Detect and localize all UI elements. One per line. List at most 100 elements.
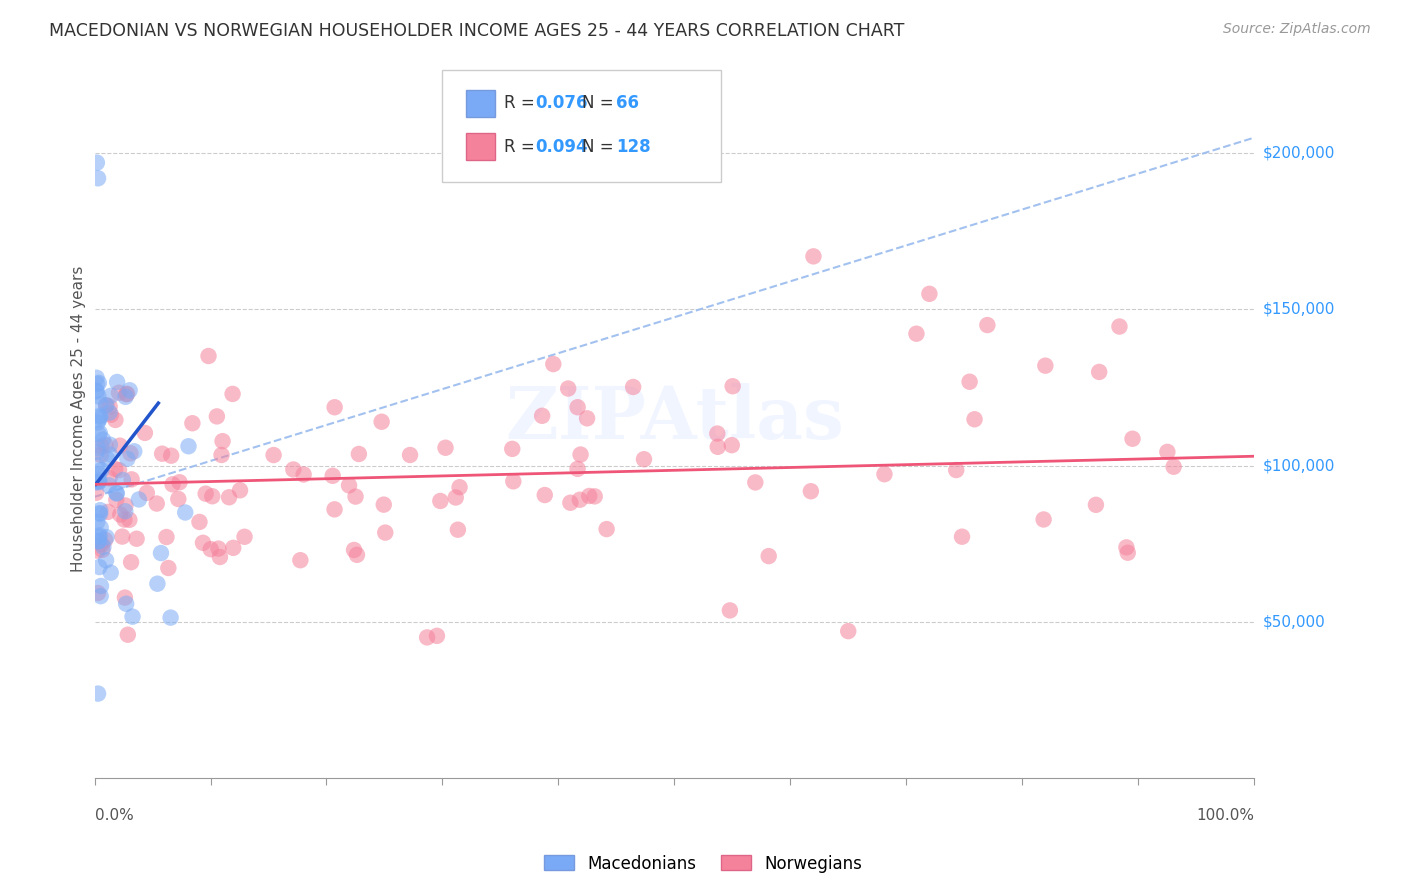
Point xyxy=(114,513,136,527)
Point xyxy=(721,379,744,393)
Point xyxy=(447,523,470,537)
Point xyxy=(323,502,346,516)
Point xyxy=(87,534,110,549)
Point xyxy=(94,533,117,547)
Point xyxy=(128,492,150,507)
Point xyxy=(200,542,222,557)
Point xyxy=(98,438,121,452)
Point xyxy=(117,628,139,642)
Point xyxy=(576,411,599,425)
Point xyxy=(86,445,108,459)
Point xyxy=(211,434,233,449)
Point xyxy=(90,520,112,534)
Point xyxy=(89,474,111,488)
Point xyxy=(283,462,305,476)
Point xyxy=(87,687,110,701)
Point xyxy=(578,489,600,503)
FancyBboxPatch shape xyxy=(465,133,495,161)
Point xyxy=(918,286,941,301)
Point xyxy=(87,442,110,456)
Point xyxy=(115,597,138,611)
Point xyxy=(744,475,766,490)
Point xyxy=(569,448,592,462)
Point xyxy=(89,507,111,521)
Text: $50,000: $50,000 xyxy=(1263,615,1324,629)
Point xyxy=(201,489,224,503)
Point xyxy=(567,401,589,415)
Point xyxy=(370,415,392,429)
Point xyxy=(416,631,439,645)
Point xyxy=(188,515,211,529)
Text: R =: R = xyxy=(503,95,540,112)
Point xyxy=(718,603,741,617)
Text: 0.0%: 0.0% xyxy=(94,808,134,823)
Point xyxy=(905,326,928,341)
Point xyxy=(105,492,128,507)
Point xyxy=(557,382,579,396)
Point xyxy=(621,380,644,394)
Point xyxy=(945,463,967,477)
Point xyxy=(87,171,110,186)
Point xyxy=(1156,445,1178,459)
Point xyxy=(533,488,555,502)
Point xyxy=(94,553,117,567)
Point xyxy=(125,532,148,546)
Text: N =: N = xyxy=(582,137,619,155)
Point xyxy=(1088,365,1111,379)
Point xyxy=(444,491,467,505)
Point xyxy=(87,376,110,390)
Text: ZIPAtlas: ZIPAtlas xyxy=(505,384,844,454)
Point xyxy=(155,530,177,544)
Point xyxy=(160,449,183,463)
Text: R =: R = xyxy=(503,137,540,155)
Point xyxy=(374,525,396,540)
Point xyxy=(118,384,141,398)
Point xyxy=(97,478,120,492)
Text: 128: 128 xyxy=(616,137,651,155)
Point xyxy=(177,439,200,453)
Point xyxy=(803,249,825,263)
FancyBboxPatch shape xyxy=(443,70,721,182)
Point xyxy=(105,486,128,500)
Point xyxy=(347,447,370,461)
Point xyxy=(96,399,118,413)
Text: MACEDONIAN VS NORWEGIAN HOUSEHOLDER INCOME AGES 25 - 44 YEARS CORRELATION CHART: MACEDONIAN VS NORWEGIAN HOUSEHOLDER INCO… xyxy=(49,22,904,40)
Point xyxy=(87,475,110,490)
Point xyxy=(263,448,285,462)
Point xyxy=(86,458,108,472)
Point xyxy=(502,475,524,489)
Point xyxy=(583,489,606,503)
Text: $200,000: $200,000 xyxy=(1263,145,1334,161)
Point xyxy=(98,471,121,485)
Point xyxy=(501,442,523,456)
Point xyxy=(343,543,366,558)
Point xyxy=(115,387,138,401)
Point xyxy=(90,589,112,603)
Point xyxy=(426,629,449,643)
Point xyxy=(595,522,617,536)
Point xyxy=(114,591,136,605)
Text: $100,000: $100,000 xyxy=(1263,458,1334,473)
Point xyxy=(87,416,110,430)
Point xyxy=(543,357,565,371)
Point xyxy=(292,467,315,482)
Point xyxy=(89,528,111,542)
Point xyxy=(86,543,108,558)
Point xyxy=(89,530,111,544)
Point xyxy=(434,441,457,455)
Point xyxy=(108,463,131,477)
Point xyxy=(89,410,111,425)
Point xyxy=(720,438,742,452)
Point xyxy=(96,452,118,467)
Point xyxy=(89,560,111,574)
Point xyxy=(90,448,112,462)
Point xyxy=(218,490,240,504)
Point xyxy=(950,530,973,544)
Point xyxy=(449,480,471,494)
Point xyxy=(205,409,228,424)
Text: $150,000: $150,000 xyxy=(1263,302,1334,317)
Point xyxy=(87,475,110,489)
Point xyxy=(221,387,243,401)
Point xyxy=(110,508,132,522)
Point xyxy=(86,384,108,399)
